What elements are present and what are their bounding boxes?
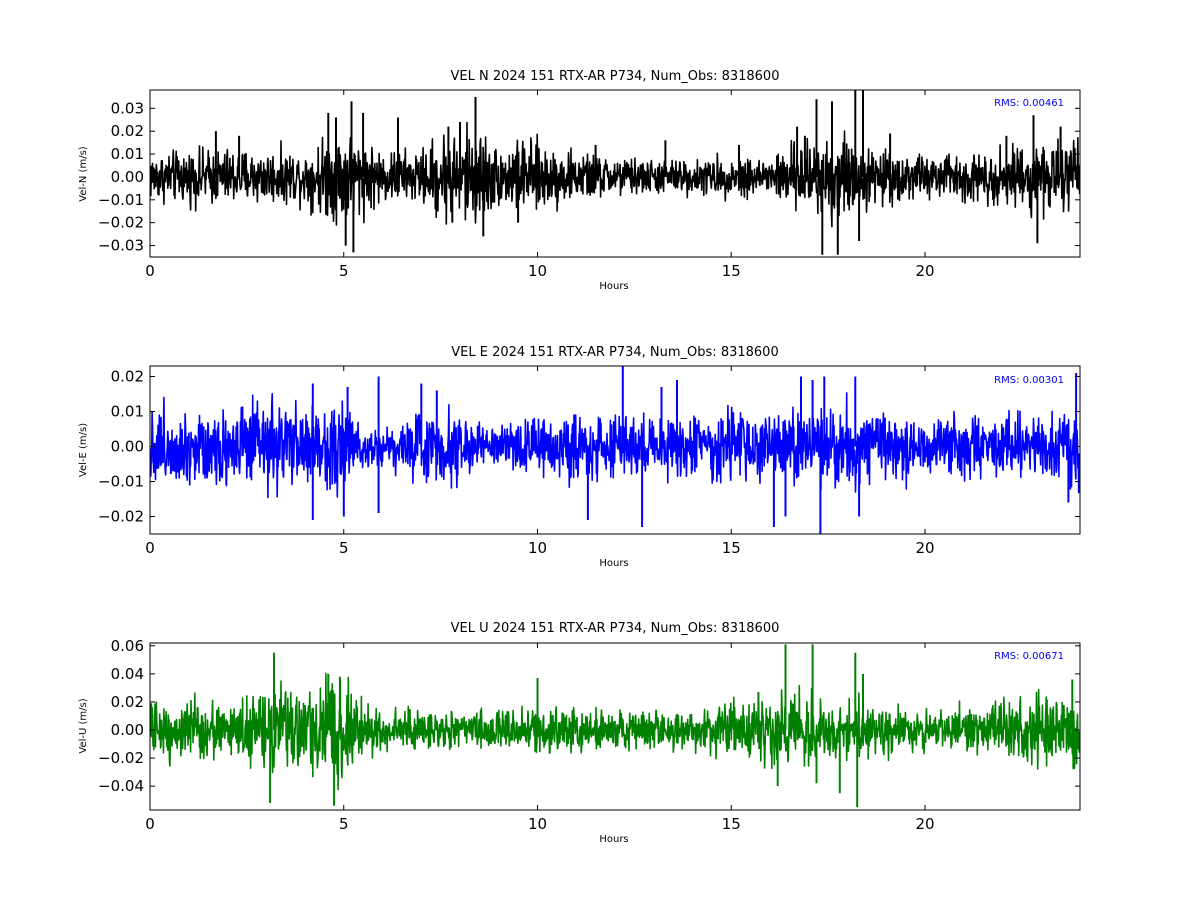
y-tick-label: 0.00: [111, 168, 144, 186]
axes-frame: [149, 642, 1081, 811]
axes: 0 5 10 15 20 −0.02 −0.01 0.00 0.01 0.02: [98, 365, 1081, 557]
x-tick-label: 0: [145, 815, 155, 833]
plot-area: [150, 644, 1080, 808]
rms-annotation: RMS: 0.00461: [994, 98, 1064, 109]
plot-area: [150, 90, 1080, 255]
rms-annotation: RMS: 0.00671: [994, 651, 1064, 662]
x-axis-label: Hours: [599, 281, 628, 292]
y-tick-label: −0.01: [98, 473, 144, 491]
y-tick-label: 0.00: [111, 438, 144, 456]
panel-vel-n: VEL N 2024 151 RTX-AR P734, Num_Obs: 831…: [78, 69, 1081, 292]
y-tick-label: 0.01: [111, 403, 144, 421]
y-tick-label: 0.02: [111, 368, 144, 386]
x-tick-label: 15: [722, 539, 741, 557]
x-tick-label: 15: [722, 262, 741, 280]
y-tick-label: 0.01: [111, 145, 144, 163]
x-tick-label: 0: [145, 539, 155, 557]
x-tick-label: 10: [528, 815, 547, 833]
series-line: [150, 392, 1080, 499]
x-axis-label: Hours: [599, 558, 628, 569]
y-axis-label: Vel-E (m/s): [78, 423, 89, 477]
y-tick-label: −0.01: [98, 191, 144, 209]
panel-title: VEL U 2024 151 RTX-AR P734, Num_Obs: 831…: [451, 621, 780, 636]
x-tick-label: 20: [915, 815, 934, 833]
x-tick-label: 20: [915, 262, 934, 280]
x-tick-label: 20: [915, 539, 934, 557]
y-tick-label: −0.02: [98, 214, 144, 232]
series-line: [150, 672, 1080, 791]
y-tick-label: 0.02: [111, 122, 144, 140]
y-tick-label: −0.02: [98, 749, 144, 767]
rms-annotation: RMS: 0.00301: [994, 375, 1064, 386]
panel-title: VEL E 2024 151 RTX-AR P734, Num_Obs: 831…: [451, 345, 778, 360]
axes: 0 5 10 15 20 −0.04 −0.02 0.00 0.02 0.04 0.06: [98, 637, 1081, 833]
y-axis-label: Vel-N (m/s): [78, 146, 89, 201]
x-tick-label: 5: [339, 262, 349, 280]
x-axis-label: Hours: [599, 834, 628, 845]
y-tick-label: −0.04: [98, 777, 144, 795]
axes: 0 5 10 15 20 −0.03 −0.02 −0.01 0.00 0.01 0.02 0.03: [98, 89, 1081, 280]
y-axis-label: Vel-U (m/s): [78, 698, 89, 753]
x-tick-label: 10: [528, 262, 547, 280]
x-tick-label: 5: [339, 539, 349, 557]
x-tick-label: 15: [722, 815, 741, 833]
panel-title: VEL N 2024 151 RTX-AR P734, Num_Obs: 831…: [451, 69, 780, 84]
y-tick-label: 0.00: [111, 721, 144, 739]
y-tick-label: 0.04: [111, 665, 144, 683]
y-tick-label: −0.02: [98, 508, 144, 526]
panel-vel-u: VEL U 2024 151 RTX-AR P734, Num_Obs: 831…: [78, 621, 1081, 845]
x-tick-label: 10: [528, 539, 547, 557]
axes-frame: [149, 89, 1081, 258]
y-tick-label: 0.03: [111, 99, 144, 117]
x-tick-label: 5: [339, 815, 349, 833]
y-tick-label: 0.06: [111, 637, 144, 655]
plot-area: [150, 366, 1080, 534]
panel-vel-e: VEL E 2024 151 RTX-AR P734, Num_Obs: 831…: [78, 345, 1081, 569]
series-line: [150, 121, 1080, 228]
y-tick-label: −0.03: [98, 237, 144, 255]
axes-frame: [149, 365, 1081, 535]
y-tick-label: 0.02: [111, 693, 144, 711]
x-tick-label: 0: [145, 262, 155, 280]
